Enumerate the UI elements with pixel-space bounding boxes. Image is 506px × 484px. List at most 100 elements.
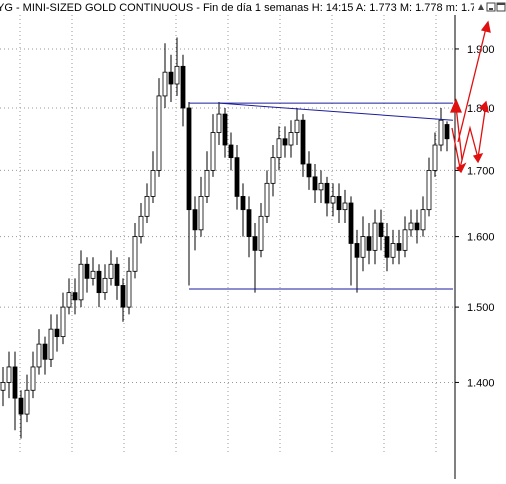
candle-body bbox=[240, 196, 246, 211]
candle-body bbox=[432, 144, 438, 171]
candle bbox=[0, 366, 6, 407]
candle-body bbox=[420, 209, 426, 231]
candle-body bbox=[264, 182, 270, 217]
candle-body bbox=[114, 263, 120, 286]
candle-body bbox=[6, 366, 12, 383]
candle-body bbox=[168, 71, 174, 85]
candle-body bbox=[444, 124, 450, 140]
candle bbox=[420, 196, 426, 237]
candle-body bbox=[42, 343, 48, 360]
candle bbox=[414, 209, 420, 244]
candle-body bbox=[276, 138, 282, 159]
candle bbox=[384, 223, 390, 272]
candle bbox=[366, 223, 372, 265]
candle-body bbox=[102, 277, 108, 294]
candle-body bbox=[108, 263, 114, 279]
candle-body bbox=[0, 382, 6, 391]
candle bbox=[174, 37, 180, 96]
candle-body bbox=[366, 236, 372, 251]
candle-body bbox=[270, 157, 276, 184]
candle-body bbox=[24, 389, 30, 415]
candle bbox=[216, 101, 222, 146]
candle bbox=[342, 189, 348, 224]
candle-body bbox=[216, 113, 222, 133]
candle bbox=[6, 351, 12, 399]
trendline bbox=[218, 102, 454, 121]
candle bbox=[264, 170, 270, 224]
candle-body bbox=[426, 170, 432, 211]
candle bbox=[378, 209, 384, 251]
y-tick-label: 1.400 bbox=[467, 377, 495, 389]
forecast-arrows bbox=[450, 20, 491, 174]
title-bar bbox=[0, 0, 506, 15]
candle-body bbox=[396, 243, 402, 251]
candle-body bbox=[324, 182, 330, 204]
candle-body bbox=[30, 366, 36, 391]
candle-body bbox=[78, 263, 84, 301]
candle bbox=[60, 292, 66, 345]
candle bbox=[252, 223, 258, 293]
candle-body bbox=[246, 209, 252, 238]
candle-body bbox=[54, 328, 60, 338]
candle bbox=[258, 203, 264, 258]
candle bbox=[36, 329, 42, 375]
candle bbox=[210, 114, 216, 177]
candle-body bbox=[120, 285, 126, 308]
candle-body bbox=[60, 306, 66, 338]
candle bbox=[240, 183, 246, 237]
candle bbox=[282, 126, 288, 158]
candle bbox=[120, 278, 126, 322]
candle-body bbox=[234, 157, 240, 197]
candle-body bbox=[312, 176, 318, 191]
candle-body bbox=[18, 397, 24, 415]
candle bbox=[144, 183, 150, 224]
candle bbox=[168, 54, 174, 102]
time-grid bbox=[19, 15, 437, 455]
candle bbox=[294, 107, 300, 146]
candle bbox=[246, 196, 252, 258]
candle-body bbox=[204, 170, 210, 197]
candle-body bbox=[90, 270, 96, 279]
candle bbox=[276, 126, 282, 171]
candle-body bbox=[300, 119, 306, 165]
candle bbox=[78, 250, 84, 308]
candle-body bbox=[36, 343, 42, 368]
candle bbox=[348, 196, 354, 286]
candle-body bbox=[48, 328, 54, 360]
candle-body bbox=[210, 132, 216, 171]
candle bbox=[396, 229, 402, 265]
candle bbox=[444, 121, 450, 152]
candle-body bbox=[336, 196, 342, 211]
candle bbox=[96, 264, 102, 308]
candle-body bbox=[222, 113, 228, 146]
candle-body bbox=[132, 236, 138, 272]
candle bbox=[30, 351, 36, 399]
candle bbox=[66, 278, 72, 315]
candle-body bbox=[192, 209, 198, 231]
candle bbox=[102, 264, 108, 300]
candle bbox=[228, 132, 234, 171]
candle bbox=[48, 314, 54, 367]
candle-body bbox=[186, 107, 192, 211]
candle bbox=[156, 78, 162, 177]
candle bbox=[204, 151, 210, 204]
candle-body bbox=[258, 215, 264, 251]
candle bbox=[354, 229, 360, 293]
candle bbox=[432, 132, 438, 177]
candle-body bbox=[66, 292, 72, 308]
candle-body bbox=[174, 65, 180, 85]
candle bbox=[372, 209, 378, 265]
candle bbox=[18, 390, 24, 439]
window-buttons[interactable] bbox=[474, 0, 506, 14]
candle-body bbox=[318, 182, 324, 191]
candle-body bbox=[294, 119, 300, 133]
candle bbox=[72, 278, 78, 315]
candle-body bbox=[288, 132, 294, 146]
candle bbox=[426, 157, 432, 217]
candle bbox=[408, 209, 414, 237]
candle bbox=[42, 336, 48, 375]
candle-body bbox=[348, 202, 354, 244]
candle bbox=[138, 203, 144, 244]
candle-body bbox=[342, 202, 348, 211]
candle-body bbox=[138, 215, 144, 238]
